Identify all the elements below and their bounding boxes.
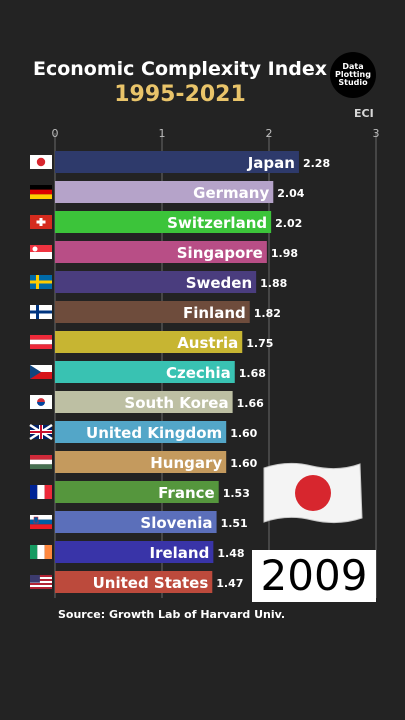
bar-category-label: France [158,484,215,502]
czechia-flag-icon [30,365,52,379]
bar-category-label: Hungary [150,454,222,472]
bar [55,481,219,503]
bar [55,151,299,173]
year-label: 2009 [252,550,376,602]
bar [55,211,272,233]
ireland-flag-icon [30,545,52,559]
x-tick-label: 1 [159,127,166,140]
japan-flag-icon [30,155,52,169]
bar [55,331,243,353]
x-tick-label: 0 [52,127,59,140]
bar [55,571,213,593]
bar [55,541,214,563]
bar-category-label: Slovenia [140,514,212,532]
bar-category-label: Switzerland [167,214,267,232]
bar [55,241,267,263]
slovenia-flag-icon [30,515,52,529]
bar-category-label: Czechia [166,364,231,382]
bar-value-label: 1.47 [216,577,243,590]
bar [55,391,233,413]
bar-value-label: 1.53 [223,487,250,500]
bar-category-label: Singapore [177,244,263,262]
austria-flag-icon [30,335,52,349]
bar [55,301,250,323]
france-flag-icon [30,485,52,499]
bar-value-label: 1.48 [217,547,244,560]
chart-title: Economic Complexity Index [32,58,328,80]
bar [55,421,227,443]
bar-category-label: Ireland [150,544,210,562]
japan-flag-icon [263,462,363,524]
chart-subtitle: 1995-2021 [114,82,246,107]
studio-logo: Data Plotting Studio [330,52,376,98]
bar-category-label: South Korea [124,394,228,412]
bar-value-label: 1.60 [230,427,257,440]
bar-category-label: Finland [183,304,246,322]
logo-line-2: Plotting [335,70,371,79]
bar-category-label: Sweden [186,274,252,292]
bar-value-label: 1.68 [239,367,266,380]
bar-value-label: 1.75 [246,337,273,350]
sweden-flag-icon [30,275,52,289]
bar-value-label: 2.04 [277,187,304,200]
hungary-flag-icon [30,455,52,469]
germany-flag-icon [30,185,52,199]
bar [55,361,235,383]
bar-value-label: 1.82 [254,307,281,320]
bar-category-label: Germany [193,184,269,202]
bar-value-label: 2.02 [275,217,302,230]
bar-value-label: 1.98 [271,247,298,260]
bar [55,511,217,533]
south-korea-flag-icon [30,395,52,409]
bar [55,271,257,293]
bar-value-label: 1.51 [221,517,248,530]
bar-category-label: Austria [177,334,238,352]
x-tick-label: 3 [373,127,380,140]
finland-flag-icon [30,305,52,319]
bar-value-label: 1.88 [260,277,287,290]
bar [55,181,274,203]
bar-value-label: 1.60 [230,457,257,470]
bar-category-label: United States [93,574,209,592]
bar-category-label: United Kingdom [86,424,222,442]
switzerland-flag-icon [30,215,52,229]
logo-line-1: Data [342,62,364,71]
bar-value-label: 1.66 [237,397,264,410]
bar-value-label: 2.28 [303,157,330,170]
united-kingdom-flag-icon [29,423,53,441]
bar [55,451,227,473]
singapore-flag-icon [30,245,52,259]
bar-category-label: Japan [247,154,295,172]
united-states-flag-icon [30,575,52,589]
x-tick-label: 2 [266,127,273,140]
x-axis-label: ECI [354,107,374,120]
source-note: Source: Growth Lab of Harvard Univ. [58,608,286,621]
logo-line-3: Studio [338,78,368,87]
